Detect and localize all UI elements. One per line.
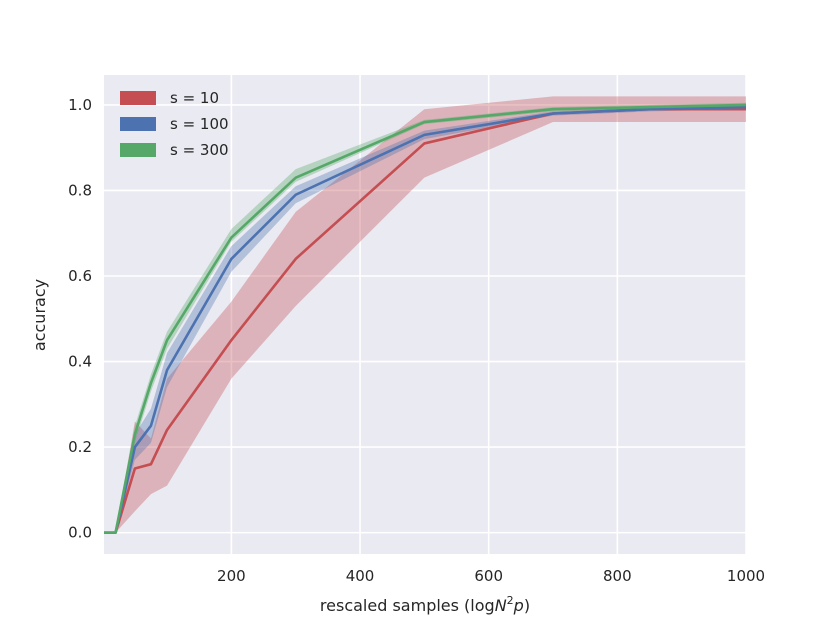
series-line [104, 105, 747, 534]
confidence-band [104, 96, 746, 533]
y-tick-label: 0.0 [68, 524, 92, 542]
series-lines [104, 103, 747, 534]
x-axis-ticks: 200 400 600 800 1000 [217, 567, 765, 585]
legend-label: s = 10 [170, 89, 219, 107]
y-tick-label: 0.4 [68, 353, 92, 371]
series-line [104, 103, 747, 534]
confidence-bands [104, 96, 746, 533]
legend-swatch [120, 91, 156, 105]
legend-label: s = 300 [170, 141, 229, 159]
y-tick-label: 0.2 [68, 438, 92, 456]
y-axis-label: accuracy [30, 279, 49, 351]
legend: s = 10 s = 100 s = 300 [120, 89, 229, 159]
x-axis-label: rescaled samples (logN2p) [320, 594, 530, 615]
confidence-band [104, 102, 746, 533]
x-tick-label: 600 [474, 567, 503, 585]
plot-background [104, 75, 746, 554]
x-tick-label: 800 [603, 567, 632, 585]
y-tick-label: 1.0 [68, 96, 92, 114]
x-tick-label: 400 [346, 567, 375, 585]
x-tick-label: 1000 [727, 567, 765, 585]
y-tick-label: 0.8 [68, 181, 92, 199]
y-axis-ticks: 0.0 0.2 0.4 0.6 0.8 1.0 [68, 96, 92, 542]
legend-label: s = 100 [170, 115, 229, 133]
x-tick-label: 200 [217, 567, 246, 585]
legend-swatch [120, 117, 156, 131]
y-tick-label: 0.6 [68, 267, 92, 285]
grid [104, 75, 747, 554]
legend-swatch [120, 143, 156, 157]
